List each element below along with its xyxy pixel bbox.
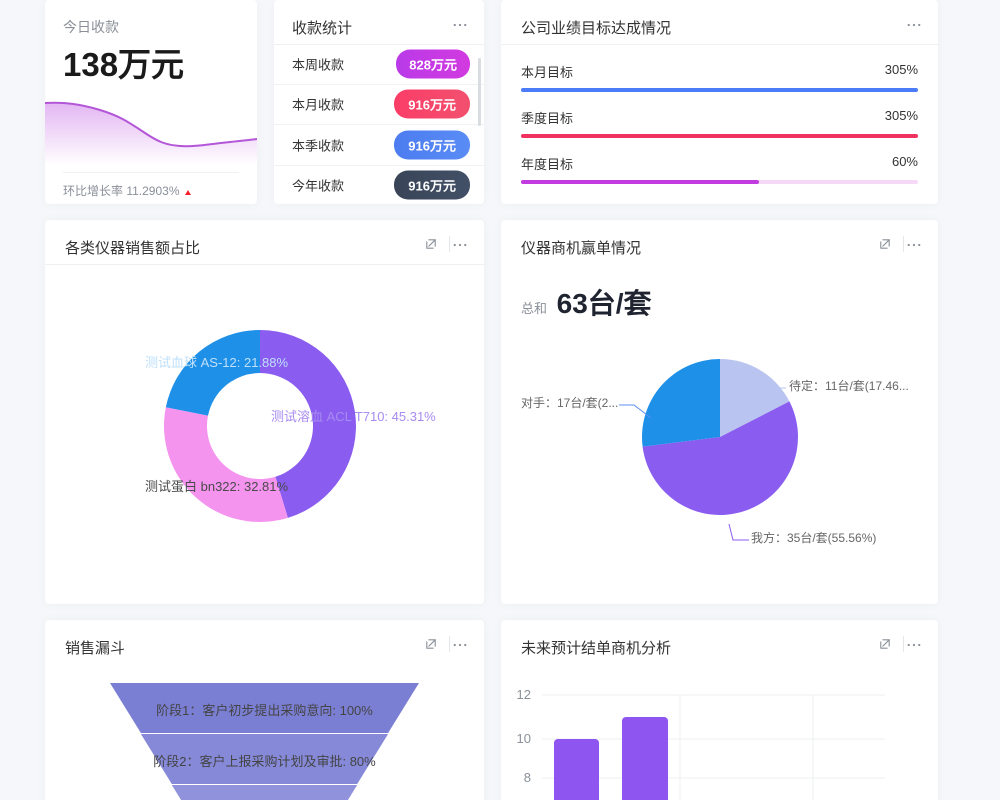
svg-text:12: 12	[517, 687, 531, 702]
svg-text:8: 8	[524, 770, 531, 785]
svg-text:10: 10	[517, 731, 531, 746]
